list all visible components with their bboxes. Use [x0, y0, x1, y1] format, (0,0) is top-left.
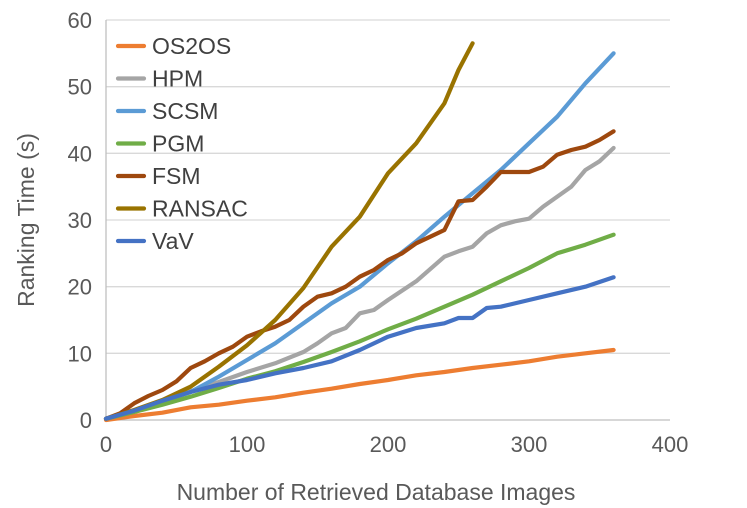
legend-label-pgm: PGM: [152, 131, 204, 157]
legend: OS2OS HPM SCSM PGM FSM RANSAC VaV: [115, 33, 248, 254]
legend-label-scsm: SCSM: [152, 98, 218, 124]
legend-label-fsm: FSM: [152, 163, 201, 189]
y-axis-title: Ranking Time (s): [13, 133, 39, 307]
y-tick-label: 20: [68, 275, 92, 300]
legend-label-os2os: OS2OS: [152, 33, 231, 59]
y-tick-label: 50: [68, 75, 92, 100]
series-line-fsm: [103, 129, 616, 421]
series-line-pgm: [103, 232, 616, 421]
x-tick-label: 100: [229, 432, 266, 457]
series-group: [103, 41, 616, 423]
y-tick-label: 10: [68, 341, 92, 366]
series-line-ransac: [103, 41, 475, 421]
x-tick-label: 400: [652, 432, 689, 457]
y-tick-label: 60: [68, 8, 92, 33]
series-line-vav: [103, 275, 616, 421]
series-line-os2os: [103, 347, 616, 423]
legend-label-hpm: HPM: [152, 66, 203, 92]
tick-labels: 0 10 20 30 40 50 60 0 100 200 300 400: [68, 8, 689, 457]
y-tick-label: 40: [68, 141, 92, 166]
legend-label-vav: VaV: [152, 228, 194, 254]
x-axis-title: Number of Retrieved Database Images: [177, 479, 576, 505]
axes: [105, 20, 670, 421]
legend-label-ransac: RANSAC: [152, 196, 248, 222]
x-tick-label: 200: [370, 432, 407, 457]
y-tick-label: 0: [80, 408, 92, 433]
series-line-hpm: [103, 145, 616, 421]
x-tick-label: 300: [511, 432, 548, 457]
y-tick-label: 30: [68, 208, 92, 233]
x-tick-label: 0: [100, 432, 112, 457]
